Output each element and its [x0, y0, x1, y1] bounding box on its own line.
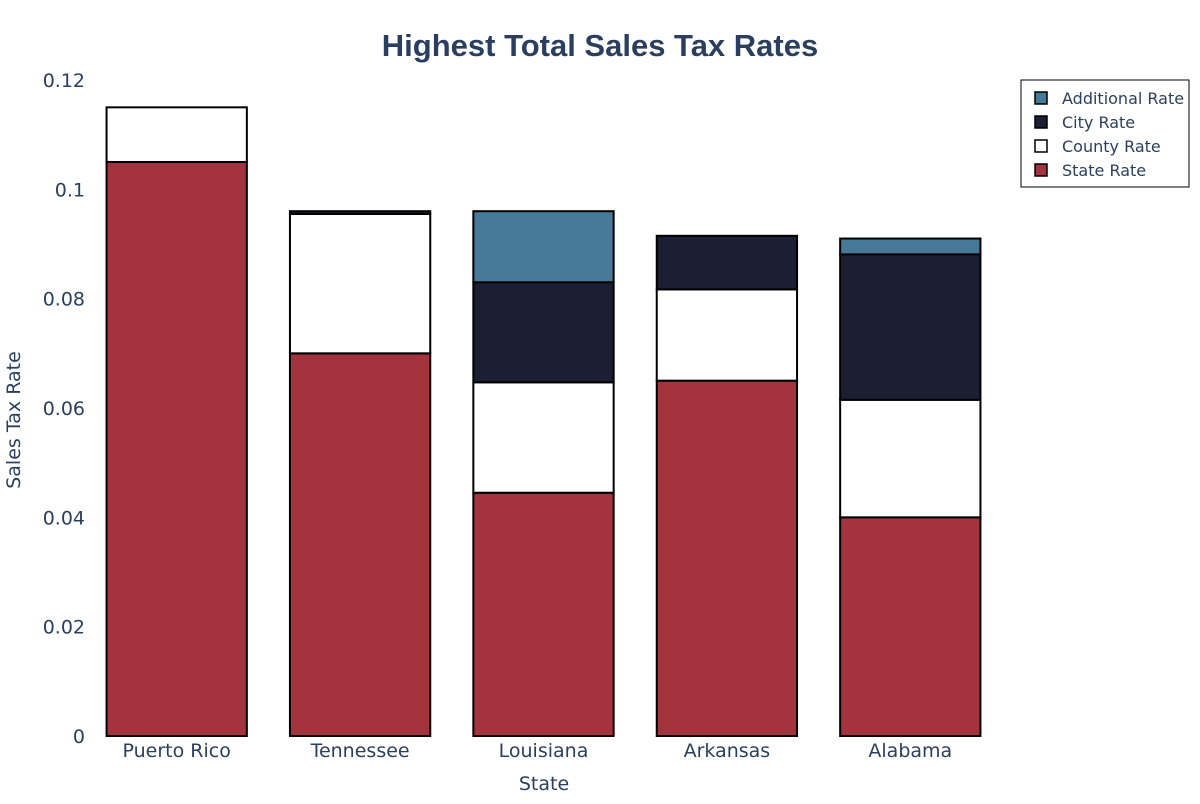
legend-box [1020, 79, 1190, 188]
legend-label: County Rate [1062, 137, 1161, 156]
y-tick-label: 0.08 [43, 289, 85, 311]
bar-alabama-additional-rate [839, 237, 982, 256]
bar-arkansas-county-rate [655, 288, 799, 382]
x-tick-label: Alabama [868, 740, 952, 762]
x-tick-label: Louisiana [499, 740, 589, 762]
bar-louisiana-county-rate [472, 381, 615, 494]
legend-swatch [1034, 91, 1048, 105]
legend-item-additional-rate[interactable]: Additional Rate [1034, 89, 1184, 108]
bar-puerto-rico-state-rate [105, 161, 248, 737]
bar-louisiana-state-rate [472, 491, 615, 737]
y-tick-label: 0.02 [43, 617, 85, 639]
x-tick-label: Arkansas [684, 740, 771, 762]
x-axis-title: State [519, 773, 569, 795]
legend-label: City Rate [1062, 113, 1135, 132]
y-axis: 0 0.02 0.04 0.06 0.08 0.1 0.12 [43, 70, 85, 748]
legend-swatch [1034, 163, 1048, 177]
y-axis-title: Sales Tax Rate [3, 351, 25, 489]
legend-swatch [1034, 139, 1048, 153]
x-axis: Puerto Rico Tennessee Louisiana Arkansas Ala… [123, 740, 953, 762]
bar-tennessee-county-rate [288, 212, 432, 355]
legend-item-city-rate[interactable]: City Rate [1034, 113, 1135, 132]
legend-label: Additional Rate [1062, 89, 1184, 108]
bar-alabama-state-rate [839, 516, 982, 737]
y-tick-label: 0.04 [43, 507, 85, 529]
legend-item-county-rate[interactable]: County Rate [1034, 137, 1161, 156]
bar-alabama-county-rate [839, 398, 982, 519]
legend-label: State Rate [1062, 161, 1146, 180]
y-tick-label: 0.1 [55, 179, 85, 201]
bar-tennessee-city-rate [288, 210, 432, 215]
legend-item-state-rate[interactable]: State Rate [1034, 161, 1146, 180]
x-tick-label: Tennessee [310, 740, 410, 762]
x-tick-label: Puerto Rico [123, 740, 231, 762]
bar-arkansas-city-rate [655, 234, 799, 291]
bar-alabama-city-rate [839, 253, 982, 401]
bars-layer [105, 106, 982, 737]
bar-tennessee-state-rate [288, 352, 432, 737]
y-tick-label: 0 [73, 726, 85, 748]
chart-title: Highest Total Sales Tax Rates [381, 28, 819, 63]
bar-arkansas-state-rate [655, 379, 799, 737]
bar-puerto-rico-county-rate [105, 106, 248, 164]
bar-louisiana-additional-rate [472, 210, 615, 284]
y-tick-label: 0.12 [43, 70, 85, 92]
legend: Additional Rate City Rate County Rate State… [1020, 79, 1190, 188]
legend-swatch [1034, 115, 1048, 129]
bar-louisiana-city-rate [472, 281, 615, 384]
y-tick-label: 0.06 [43, 398, 85, 420]
